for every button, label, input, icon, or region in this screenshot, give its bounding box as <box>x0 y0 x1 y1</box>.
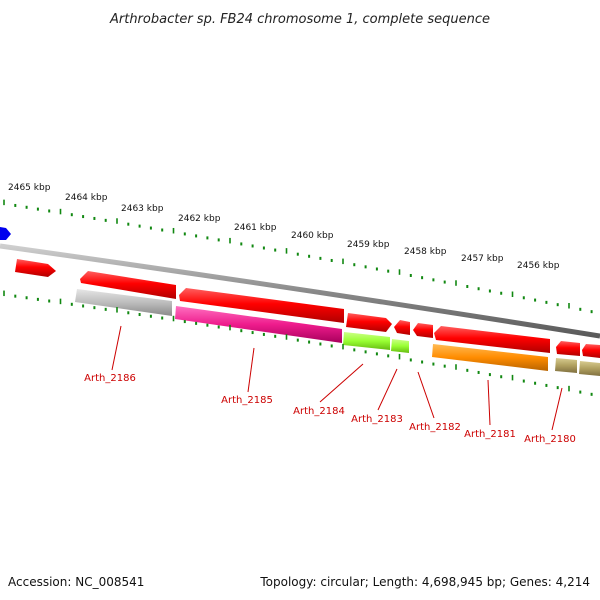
gene-label-arth-2183[interactable]: Arth_2183 <box>351 414 403 425</box>
lower-tick-track <box>3 290 593 396</box>
gene-labels: Arth_2186 Arth_2185 Arth_2184 Arth_2183 … <box>84 373 576 445</box>
leader-arth-2184 <box>319 363 364 403</box>
leader-arth-2183 <box>377 368 398 411</box>
gene-label-arth-2185[interactable]: Arth_2185 <box>221 395 273 406</box>
forward-gene-5[interactable] <box>394 320 410 335</box>
blue-feature-marker[interactable] <box>0 227 11 240</box>
leader-arth-2185 <box>247 347 255 393</box>
gene-arth-2183[interactable] <box>391 339 409 353</box>
gene-arth-2184[interactable] <box>343 332 390 350</box>
forward-gene-9[interactable] <box>582 344 600 358</box>
scale-label-2460: 2460 kbp <box>291 231 334 241</box>
scale-label-2456: 2456 kbp <box>517 261 560 271</box>
forward-strand-genes <box>15 259 600 358</box>
forward-gene-4[interactable] <box>346 313 392 332</box>
scale-label-2464: 2464 kbp <box>65 193 108 203</box>
scale-label-2461: 2461 kbp <box>234 223 277 233</box>
scale-label-2459: 2459 kbp <box>347 240 390 250</box>
forward-gene-8[interactable] <box>556 341 580 356</box>
leader-arth-2181 <box>487 379 491 426</box>
forward-gene-1[interactable] <box>15 259 56 277</box>
scale-label-2463: 2463 kbp <box>121 204 164 214</box>
gene-label-arth-2182[interactable]: Arth_2182 <box>409 422 461 433</box>
leader-arth-2180 <box>551 387 563 431</box>
forward-gene-7[interactable] <box>434 326 550 353</box>
forward-gene-6[interactable] <box>413 323 433 338</box>
gene-label-leaders <box>111 325 563 431</box>
scale-tick-track <box>3 199 593 314</box>
gene-label-arth-2186[interactable]: Arth_2186 <box>84 373 136 384</box>
forward-gene-2[interactable] <box>80 271 176 299</box>
gene-arth-2186[interactable] <box>75 289 172 316</box>
gene-label-arth-2184[interactable]: Arth_2184 <box>293 406 345 417</box>
gene-arth-2180[interactable] <box>555 358 577 373</box>
scale-label-2465: 2465 kbp <box>8 183 51 193</box>
scale-label-2462: 2462 kbp <box>178 214 221 224</box>
sequence-summary-text: Topology: circular; Length: 4,698,945 bp… <box>259 575 590 589</box>
chromosome-backbone <box>0 243 600 339</box>
reverse-strand-genes <box>75 289 600 376</box>
gene-arth-2181[interactable] <box>432 344 548 371</box>
gene-arth-2179-partial[interactable] <box>579 361 600 376</box>
forward-gene-3[interactable] <box>179 288 344 323</box>
scale-label-2458: 2458 kbp <box>404 247 447 257</box>
scale-label-2457: 2457 kbp <box>461 254 504 264</box>
gene-label-arth-2180[interactable]: Arth_2180 <box>524 434 576 445</box>
accession-text: Accession: NC_008541 <box>8 575 144 589</box>
map-title: Arthrobacter sp. FB24 chromosome 1, comp… <box>109 12 490 27</box>
leader-arth-2182 <box>417 371 435 419</box>
leader-arth-2186 <box>111 325 122 371</box>
gene-arth-2185[interactable] <box>175 306 342 343</box>
gene-label-arth-2181[interactable]: Arth_2181 <box>464 429 516 440</box>
scale-labels: 2465 kbp 2464 kbp 2463 kbp 2462 kbp 2461… <box>8 183 560 271</box>
